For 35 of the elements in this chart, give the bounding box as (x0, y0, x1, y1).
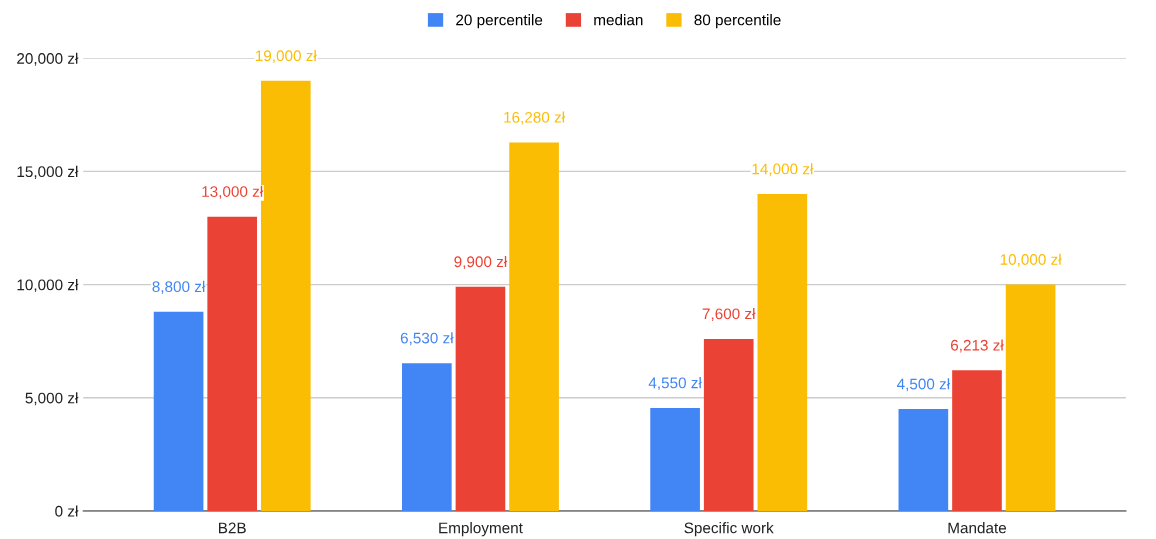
bar (455, 286, 506, 511)
bar (952, 370, 1002, 511)
y-tick-label: 10,000 zł (17, 279, 79, 293)
bar (703, 338, 754, 511)
x-tick-label: Employment (439, 522, 523, 537)
bar (898, 409, 949, 511)
bar (757, 194, 808, 511)
y-tick-label: 15,000 zł (17, 165, 79, 179)
bar (207, 216, 258, 511)
legend-label: 80 percentile (694, 14, 781, 29)
bar (402, 363, 452, 511)
data-label: 19,000 zł (255, 49, 317, 63)
data-label: 16,280 zł (504, 111, 565, 125)
x-tick-label: Mandate (948, 522, 1007, 534)
data-label: 13,000 zł (202, 185, 264, 199)
bar (509, 142, 559, 511)
data-label: 6,213 zł (951, 339, 1004, 353)
bar (153, 311, 204, 511)
y-tick-label: 5,000 zł (25, 392, 79, 406)
bar (650, 407, 700, 511)
legend-label: median (594, 14, 643, 26)
legend-label: 20 percentile (456, 14, 543, 29)
x-tick-label: Specific work (684, 522, 774, 537)
data-label: 9,900 zł (454, 255, 508, 269)
data-label: 7,600 zł (702, 308, 756, 322)
data-label: 4,500 zł (896, 378, 951, 392)
bar (1005, 284, 1056, 511)
x-tick-label: B2B (219, 522, 246, 534)
data-label: 4,550 zł (648, 377, 702, 391)
data-label: 8,800 zł (152, 280, 206, 294)
data-label: 6,530 zł (400, 332, 454, 346)
data-label: 14,000 zł (752, 163, 814, 177)
data-label: 10,000 zł (1000, 253, 1062, 267)
y-tick-label: 20,000 zł (17, 52, 79, 66)
y-tick-label: 0 zł (55, 505, 79, 517)
